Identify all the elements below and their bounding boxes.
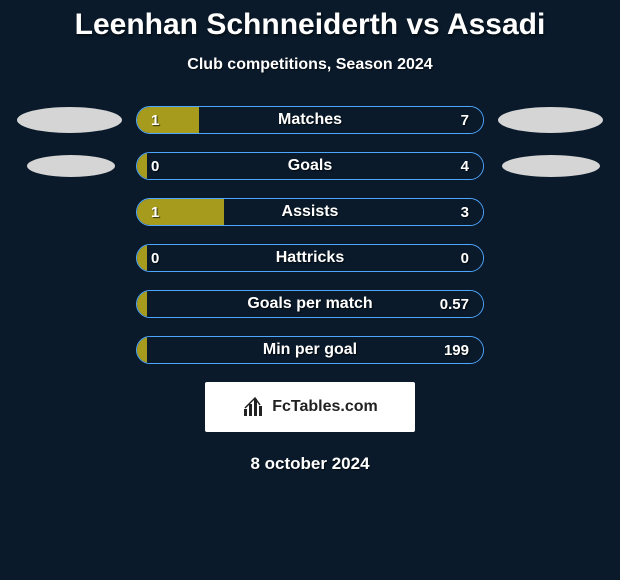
stat-bar: 0Hattricks0 <box>136 244 484 272</box>
date-label: 8 october 2024 <box>0 454 620 474</box>
player-left-avatar <box>17 107 122 133</box>
stat-label: Hattricks <box>137 245 483 271</box>
stat-row: Min per goal199 <box>0 336 620 364</box>
stat-label: Goals <box>137 153 483 179</box>
stat-right-value: 4 <box>461 153 469 179</box>
stat-right-value: 7 <box>461 107 469 133</box>
stat-row: 1Assists3 <box>0 198 620 226</box>
spacer <box>498 291 603 317</box>
spacer <box>17 291 122 317</box>
stat-bar: 1Assists3 <box>136 198 484 226</box>
stat-label: Goals per match <box>137 291 483 317</box>
subtitle: Club competitions, Season 2024 <box>0 56 620 74</box>
page-title: Leenhan Schnneiderth vs Assadi <box>0 0 620 42</box>
spacer <box>498 199 603 225</box>
branding-badge: FcTables.com <box>205 382 415 432</box>
spacer <box>17 337 122 363</box>
stat-right-value: 0.57 <box>440 291 469 317</box>
stat-row: 1Matches7 <box>0 106 620 134</box>
spacer <box>498 245 603 271</box>
stat-bar: Goals per match0.57 <box>136 290 484 318</box>
stat-right-value: 199 <box>444 337 469 363</box>
stat-row: 0Goals4 <box>0 152 620 180</box>
stat-label: Assists <box>137 199 483 225</box>
branding-text: FcTables.com <box>272 398 378 416</box>
chart-icon <box>242 395 266 419</box>
stat-right-value: 0 <box>461 245 469 271</box>
stat-label: Matches <box>137 107 483 133</box>
stat-row: 0Hattricks0 <box>0 244 620 272</box>
stat-row: Goals per match0.57 <box>0 290 620 318</box>
stat-bar: 1Matches7 <box>136 106 484 134</box>
stat-right-value: 3 <box>461 199 469 225</box>
player-right-avatar <box>502 155 600 177</box>
stat-bar: Min per goal199 <box>136 336 484 364</box>
stat-bar: 0Goals4 <box>136 152 484 180</box>
spacer <box>498 337 603 363</box>
stat-label: Min per goal <box>137 337 483 363</box>
stats-container: 1Matches70Goals41Assists30Hattricks0Goal… <box>0 106 620 364</box>
spacer <box>17 199 122 225</box>
player-left-avatar <box>27 155 115 177</box>
player-right-avatar <box>498 107 603 133</box>
spacer <box>17 245 122 271</box>
